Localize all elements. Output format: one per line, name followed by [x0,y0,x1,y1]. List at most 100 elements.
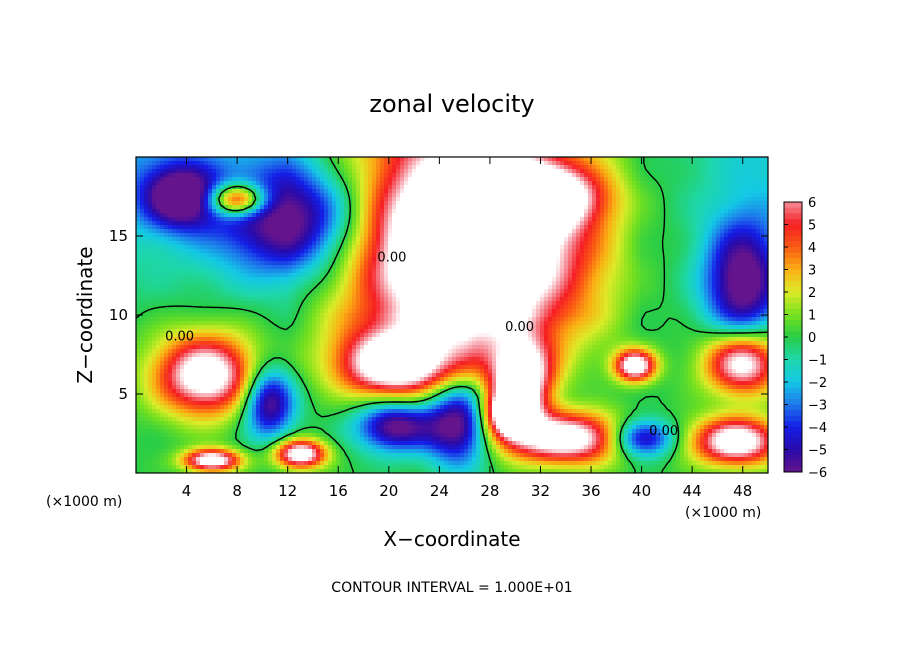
field-cell [520,277,525,282]
field-cell [764,217,768,222]
field-cell [512,197,517,202]
field-cell [252,185,257,190]
field-cell [332,161,337,166]
field-cell [140,221,145,226]
field-cell [580,177,585,182]
field-cell [308,261,313,266]
field-cell [248,281,253,286]
field-cell [320,241,325,246]
field-cell [380,253,385,258]
field-cell [556,245,561,250]
field-cell [272,177,277,182]
field-cell [756,261,761,266]
field-cell [176,229,181,234]
field-cell [564,241,569,246]
field-cell [232,269,237,274]
field-cell [748,209,753,214]
field-cell [564,197,569,202]
field-cell [312,185,317,190]
field-cell [636,241,641,246]
field-cell [288,261,293,266]
field-cell [600,185,605,190]
field-cell [640,213,645,218]
field-cell [240,257,245,262]
field-cell [620,249,625,254]
field-cell [440,213,445,218]
field-cell [668,221,673,226]
field-cell [664,201,669,206]
field-cell [268,213,273,218]
field-cell [724,269,729,274]
field-cell [464,205,469,210]
field-cell [428,177,433,182]
field-cell [612,173,617,178]
field-cell [488,189,493,194]
field-cell [544,225,549,230]
field-cell [508,185,513,190]
field-cell [376,189,381,194]
field-cell [240,169,245,174]
field-cell [368,229,373,234]
field-cell [356,181,361,186]
field-cell [604,189,609,194]
field-cell [568,269,573,274]
field-cell [300,185,305,190]
field-cell [536,277,541,282]
field-cell [292,269,297,274]
field-cell [628,161,633,166]
field-cell [356,201,361,206]
field-cell [204,281,209,286]
field-cell [588,225,593,230]
field-cell [276,237,281,242]
field-cell [508,249,513,254]
field-cell [596,189,601,194]
field-cell [412,281,417,286]
field-cell [176,261,181,266]
field-cell [328,181,333,186]
field-cell [584,221,589,226]
field-cell [188,277,193,282]
field-cell [444,169,449,174]
field-cell [260,189,265,194]
field-cell [672,261,677,266]
field-cell [628,265,633,270]
field-cell [612,189,617,194]
field-cell [168,257,173,262]
field-cell [352,189,357,194]
field-cell [312,265,317,270]
field-cell [524,253,529,258]
field-cell [752,169,757,174]
field-cell [496,217,501,222]
field-cell [360,205,365,210]
field-cell [288,157,293,162]
field-cell [468,185,473,190]
field-cell [476,273,481,278]
field-cell [392,221,397,226]
field-cell [416,193,421,198]
field-cell [160,237,165,242]
field-cell [532,257,537,262]
field-cell [368,281,373,286]
field-cell [452,169,457,174]
field-cell [364,157,369,162]
field-cell [328,257,333,262]
field-cell [560,201,565,206]
field-cell [516,201,521,206]
field-cell [148,245,153,250]
field-cell [528,225,533,230]
field-cell [396,233,401,238]
field-cell [596,205,601,210]
field-cell [296,185,301,190]
field-cell [324,245,329,250]
field-cell [440,173,445,178]
field-cell [616,221,621,226]
field-cell [220,261,225,266]
field-cell [208,225,213,230]
field-cell [268,217,273,222]
field-cell [380,197,385,202]
field-cell [704,249,709,254]
field-cell [312,217,317,222]
field-cell [400,281,405,286]
field-cell [188,225,193,230]
field-cell [584,161,589,166]
